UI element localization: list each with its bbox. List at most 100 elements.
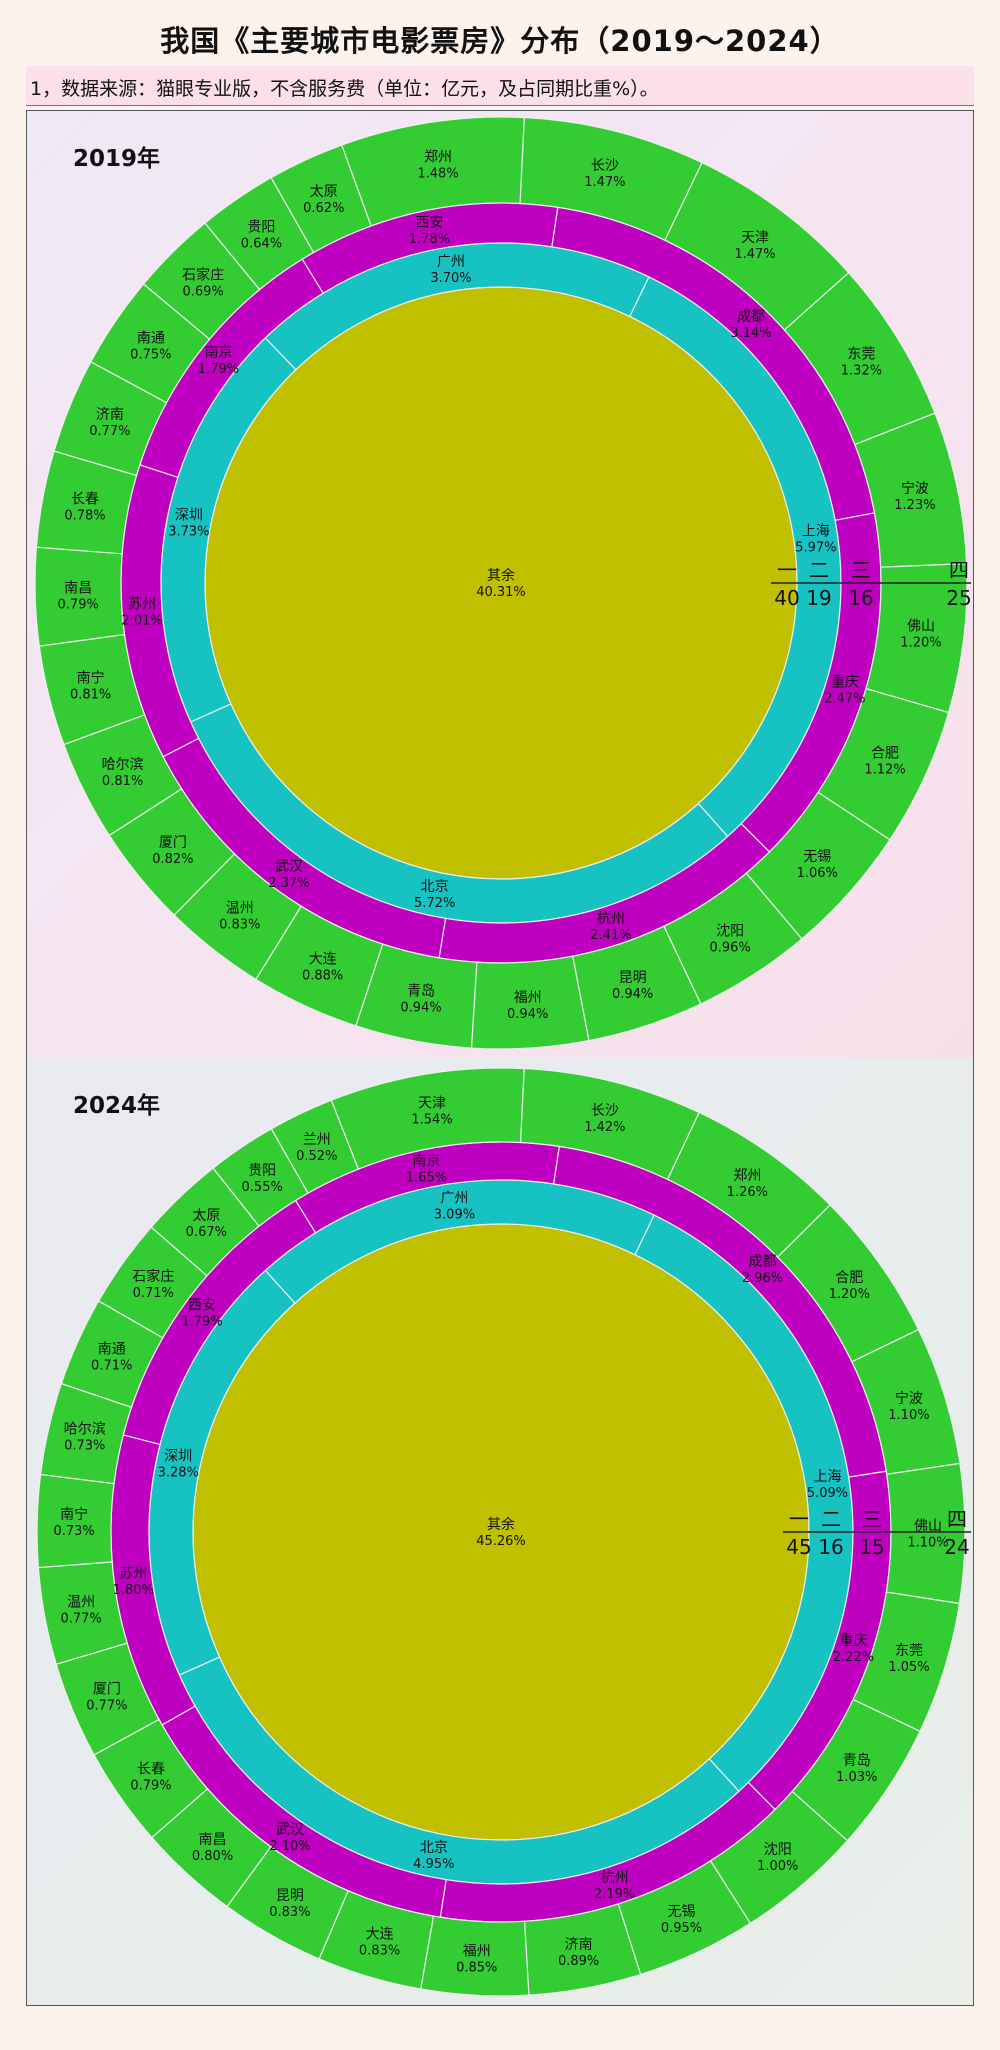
slice-label-tier3-12: 温州 bbox=[226, 901, 254, 917]
slice-value-tier3-6: 1.06% bbox=[797, 866, 838, 881]
slice-label-tier3-8: 昆明 bbox=[619, 970, 647, 986]
slice-value-tier3-13: 0.82% bbox=[152, 852, 193, 867]
slice-value-tier3-4: 1.10% bbox=[907, 1535, 948, 1550]
slice-label-tier3-16: 南昌 bbox=[64, 580, 92, 596]
slice-value-tier3-2: 1.20% bbox=[829, 1287, 870, 1302]
slice-label-tier3-24: 天津 bbox=[418, 1096, 446, 1112]
slice-value-tier3-3: 1.23% bbox=[894, 498, 935, 513]
slice-label-tier1-3: 广州 bbox=[437, 254, 465, 270]
slice-label-tier3-4: 佛山 bbox=[907, 619, 935, 635]
slice-label-tier3-9: 济南 bbox=[565, 1937, 593, 1953]
slice-label-tier3-23: 兰州 bbox=[303, 1132, 331, 1148]
slice-value-tier2-2: 2.41% bbox=[590, 928, 631, 943]
slice-label-tier2-4: 苏州 bbox=[128, 596, 156, 612]
slice-label-tier3-0: 长沙 bbox=[591, 1103, 619, 1119]
slice-value-tier2-1: 2.47% bbox=[824, 692, 865, 707]
panel-2024: 2024年 其余 45.26% 上海 5.09% 北京 4.95% 深圳 3.28% 广州 3.0… bbox=[26, 1058, 974, 2006]
tier-count-0: 40 bbox=[774, 586, 799, 610]
slice-label-tier2-1: 重庆 bbox=[831, 675, 859, 691]
slice-label-tier2-3: 武汉 bbox=[275, 859, 303, 875]
slice-value-tier2-3: 2.10% bbox=[269, 1839, 310, 1854]
slice-value-tier3-9: 0.94% bbox=[507, 1007, 548, 1022]
tier-count-0: 45 bbox=[786, 1535, 811, 1559]
slice-label-tier3-4: 佛山 bbox=[914, 1518, 942, 1534]
slice-label-tier2-3: 武汉 bbox=[276, 1822, 304, 1838]
slice-value-tier1-1: 4.95% bbox=[413, 1857, 454, 1872]
slice-label-tier3-5: 合肥 bbox=[871, 745, 899, 761]
slice-label-tier3-14: 哈尔滨 bbox=[102, 757, 144, 773]
slice-value-tier3-19: 0.75% bbox=[130, 348, 171, 363]
slice-value-tier3-18: 0.73% bbox=[64, 1439, 105, 1454]
slice-value-tier3-21: 0.64% bbox=[241, 236, 282, 251]
slice-label-tier3-13: 厦门 bbox=[159, 835, 187, 851]
slice-label-tier3-20: 石家庄 bbox=[132, 1268, 174, 1285]
slice-label-tier1-1: 北京 bbox=[421, 879, 449, 895]
slice-label-tier3-3: 宁波 bbox=[901, 480, 929, 497]
year-label-2019: 2019年 bbox=[73, 146, 161, 172]
slice-value-tier3-8: 0.95% bbox=[661, 1921, 702, 1936]
slice-value-tier1-3: 3.09% bbox=[434, 1207, 475, 1222]
slice-value-tier3-11: 0.88% bbox=[302, 969, 343, 984]
slice-value-tier1-3: 3.70% bbox=[430, 271, 471, 286]
tier-count-1: 16 bbox=[818, 1535, 843, 1559]
slice-label-tier2-5: 西安 bbox=[188, 1297, 216, 1313]
slice-label-tier1-0: 上海 bbox=[813, 1469, 841, 1485]
slice-label-tier3-12: 昆明 bbox=[276, 1888, 304, 1904]
tier-count-2: 16 bbox=[848, 586, 873, 610]
slice-label-tier3-3: 宁波 bbox=[895, 1390, 923, 1407]
slice-value-tier3-14: 0.79% bbox=[130, 1779, 171, 1794]
slice-value-tier3-9: 0.89% bbox=[558, 1954, 599, 1969]
slice-label-tier3-15: 厦门 bbox=[93, 1681, 121, 1697]
slice-value-other-0: 45.26% bbox=[476, 1534, 526, 1549]
slice-label-tier3-2: 东莞 bbox=[847, 347, 875, 363]
slice-value-tier2-6: 1.78% bbox=[409, 232, 450, 247]
slice-value-tier3-20: 0.71% bbox=[133, 1286, 174, 1301]
slice-value-tier2-3: 2.37% bbox=[268, 876, 309, 891]
slice-label-tier3-11: 大连 bbox=[309, 952, 337, 968]
slice-value-tier1-2: 3.28% bbox=[158, 1465, 199, 1480]
slice-label-tier3-20: 石家庄 bbox=[182, 267, 224, 284]
slice-value-tier3-15: 0.81% bbox=[70, 688, 111, 703]
slice-value-tier2-5: 1.79% bbox=[181, 1314, 222, 1329]
slice-value-tier3-5: 1.12% bbox=[864, 762, 905, 777]
slice-value-tier3-0: 1.47% bbox=[584, 175, 625, 190]
slice-value-tier3-20: 0.69% bbox=[182, 285, 223, 300]
slice-label-tier2-2: 杭州 bbox=[601, 1870, 629, 1886]
tier-name-2: 三 bbox=[862, 1507, 882, 1531]
slice-label-tier3-18: 哈尔滨 bbox=[64, 1422, 106, 1438]
tier-count-3: 24 bbox=[944, 1535, 969, 1559]
slice-label-tier2-4: 苏州 bbox=[119, 1566, 147, 1582]
tier-count-3: 25 bbox=[946, 586, 971, 610]
slice-value-tier3-14: 0.81% bbox=[102, 774, 143, 789]
slice-value-tier3-11: 0.83% bbox=[359, 1943, 400, 1958]
slice-value-tier2-2: 2.19% bbox=[594, 1887, 635, 1902]
slice-value-tier3-6: 1.03% bbox=[836, 1770, 877, 1785]
slice-label-tier3-7: 沈阳 bbox=[764, 1842, 792, 1858]
slice-label-tier1-2: 深圳 bbox=[175, 507, 203, 523]
slice-tier3-23 bbox=[340, 116, 525, 227]
slice-value-tier3-4: 1.20% bbox=[900, 636, 941, 651]
slice-value-tier3-23: 0.52% bbox=[296, 1149, 337, 1164]
slice-value-tier3-16: 0.77% bbox=[60, 1612, 101, 1627]
chart-title: 我国《主要城市电影票房》分布（2019～2024） bbox=[160, 24, 840, 58]
slice-value-tier3-2: 1.32% bbox=[841, 364, 882, 379]
slice-label-other-0: 其余 bbox=[487, 1516, 515, 1533]
slice-label-tier1-3: 广州 bbox=[440, 1190, 468, 1206]
slice-value-tier3-22: 0.55% bbox=[242, 1180, 283, 1195]
slice-value-tier3-15: 0.77% bbox=[86, 1698, 127, 1713]
slice-value-tier1-0: 5.09% bbox=[807, 1486, 848, 1501]
slice-label-tier3-15: 南宁 bbox=[77, 670, 105, 687]
slice-value-tier3-7: 1.00% bbox=[757, 1859, 798, 1874]
slice-label-tier3-22: 太原 bbox=[310, 184, 338, 200]
slice-value-tier3-16: 0.79% bbox=[58, 597, 99, 612]
slice-value-tier2-0: 3.14% bbox=[730, 326, 771, 341]
slice-label-tier3-22: 贵阳 bbox=[248, 1163, 276, 1179]
slice-value-tier3-10: 0.85% bbox=[456, 1960, 497, 1975]
slice-value-tier3-17: 0.73% bbox=[53, 1524, 94, 1539]
slice-label-tier3-6: 无锡 bbox=[803, 849, 831, 865]
slice-value-tier1-0: 5.97% bbox=[795, 541, 836, 556]
slice-label-tier2-1: 重庆 bbox=[839, 1633, 867, 1649]
slice-value-tier2-5: 1.79% bbox=[198, 362, 239, 377]
year-label-2024: 2024年 bbox=[73, 1093, 161, 1119]
source-note: 1，数据来源：猫眼专业版，不含服务费（单位：亿元，及占同期比重%）。 bbox=[26, 66, 974, 106]
